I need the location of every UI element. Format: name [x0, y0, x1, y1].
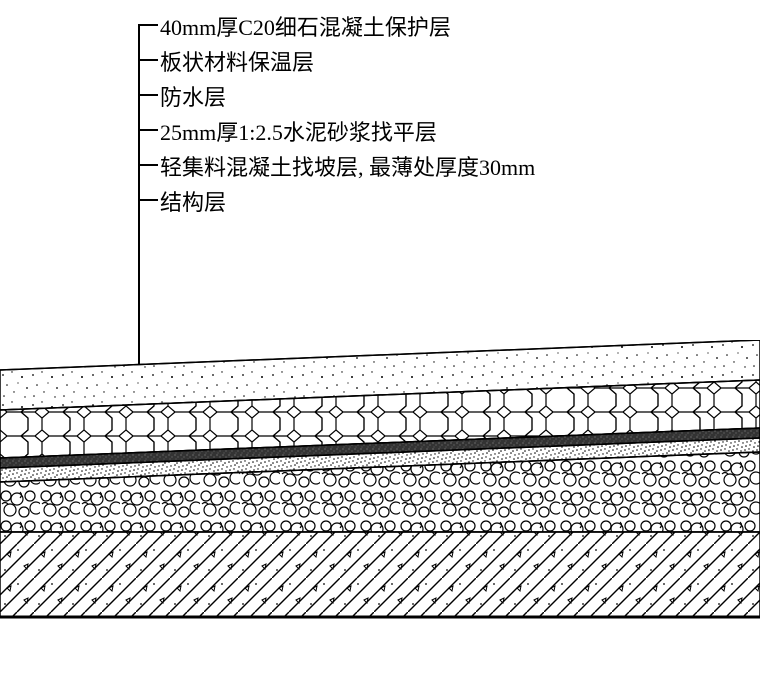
- layer-label-1: 40mm厚C20细石混凝土保护层: [160, 10, 451, 42]
- layer-label-3: 防水层: [160, 80, 226, 112]
- cross-section-diagram: [0, 340, 760, 640]
- leader-h-2: [138, 59, 158, 61]
- layer-label-4: 25mm厚1:2.5水泥砂浆找平层: [160, 115, 437, 147]
- layer-label-2: 板状材料保温层: [160, 45, 314, 77]
- leader-h-3: [138, 94, 158, 96]
- leader-h-1: [138, 24, 158, 26]
- leader-h-4: [138, 129, 158, 131]
- layer-label-5: 轻集料混凝土找坡层, 最薄处厚度30mm: [160, 150, 535, 182]
- leader-h-6: [138, 199, 158, 201]
- layer-structural: [0, 532, 760, 617]
- leader-h-5: [138, 164, 158, 166]
- layer-label-6: 结构层: [160, 185, 226, 217]
